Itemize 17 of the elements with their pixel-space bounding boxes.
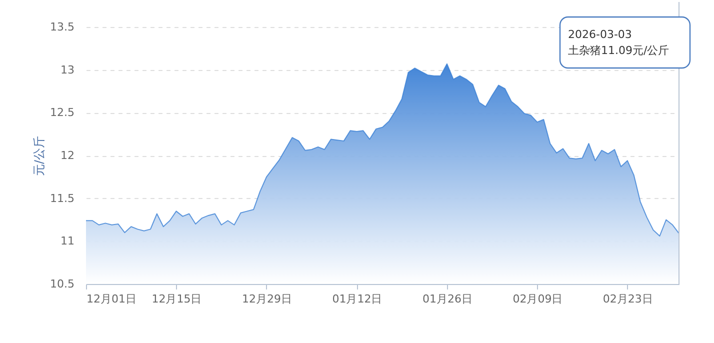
x-tick-label: 02月09日 (512, 292, 563, 306)
y-axis-title: 元/公斤 (32, 136, 46, 176)
annotation: 2026-03-03 (568, 28, 632, 41)
annotation: 土杂猪11.09元/公斤 (568, 44, 670, 57)
y-tick-label: 13 (60, 63, 74, 76)
y-tick-label: 10.5 (50, 278, 74, 290)
x-tick-label: 12月29日 (242, 292, 292, 306)
x-tick-label: 02月23日 (602, 292, 653, 306)
y-tick-label: 11 (60, 234, 74, 248)
x-tick-label: 01月12日 (332, 292, 382, 306)
y-tick-label: 13.5 (50, 20, 74, 34)
y-tick-label: 11.5 (50, 192, 74, 205)
x-tick-label: 12月15日 (152, 292, 202, 306)
y-tick-label: 12 (60, 149, 74, 162)
y-tick-label: 12.5 (50, 106, 74, 120)
x-tick-label: 12月01日 (86, 292, 136, 306)
x-tick-label: 01月26日 (422, 292, 472, 306)
